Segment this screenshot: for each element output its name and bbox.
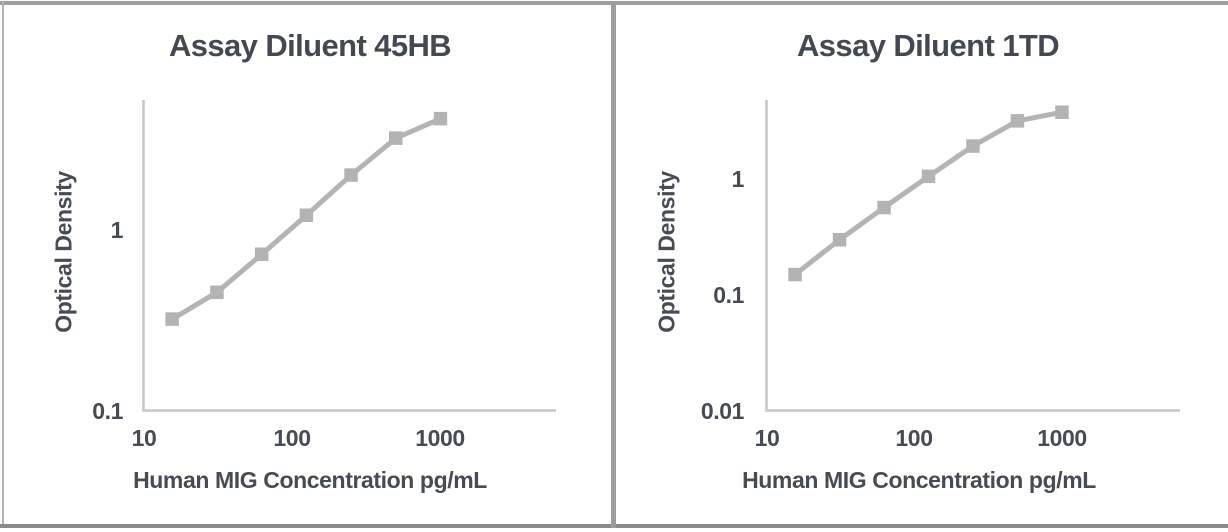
right-data-point-marker (921, 169, 936, 184)
left-data-point-marker (254, 247, 269, 261)
y-axis-label: Optical Density (50, 171, 77, 333)
left-data-point-marker (299, 208, 314, 222)
right-data-point-marker (1010, 114, 1025, 128)
right-chart-axes (765, 100, 1180, 412)
right-x-tick-label: 1000 (1037, 425, 1087, 451)
chart-title: Assay Diluent 1TD (797, 28, 1060, 63)
left-data-point-marker (344, 168, 358, 182)
left-data-point-marker (389, 131, 403, 145)
x-axis-label: Human MIG Concentration pg/mL (133, 467, 487, 493)
right-data-point-marker (966, 139, 980, 153)
left-x-tick-label: 10 (131, 425, 157, 451)
right-y-tick-label: 1 (731, 166, 745, 192)
panel-divider (611, 1, 616, 528)
right-data-point-marker (832, 233, 847, 247)
left-data-point-marker (433, 111, 448, 126)
chart-title: Assay Diluent 45HB (168, 28, 452, 63)
right-x-tick-label: 10 (754, 425, 780, 451)
left-x-tick-label: 1000 (415, 425, 465, 451)
left-x-tick-label: 100 (273, 425, 311, 451)
x-axis-label: Human MIG Concentration pg/mL (742, 467, 1096, 493)
right-data-point-marker (788, 267, 802, 282)
right-data-point-marker (877, 200, 891, 215)
left-y-tick-label: 0.1 (92, 398, 123, 424)
left-data-point-marker (165, 312, 179, 326)
right-series-line (792, 109, 1065, 277)
left-data-point-marker (210, 285, 224, 300)
left-border-line (2, 1, 4, 528)
left-chart-axes (142, 100, 556, 412)
left-y-tick-label: 1 (110, 217, 124, 243)
right-data-point-marker (1055, 105, 1069, 119)
right-x-tick-label: 100 (895, 425, 933, 451)
right-y-tick-label: 0.1 (713, 282, 744, 308)
right-y-tick-label: 0.01 (700, 398, 745, 424)
